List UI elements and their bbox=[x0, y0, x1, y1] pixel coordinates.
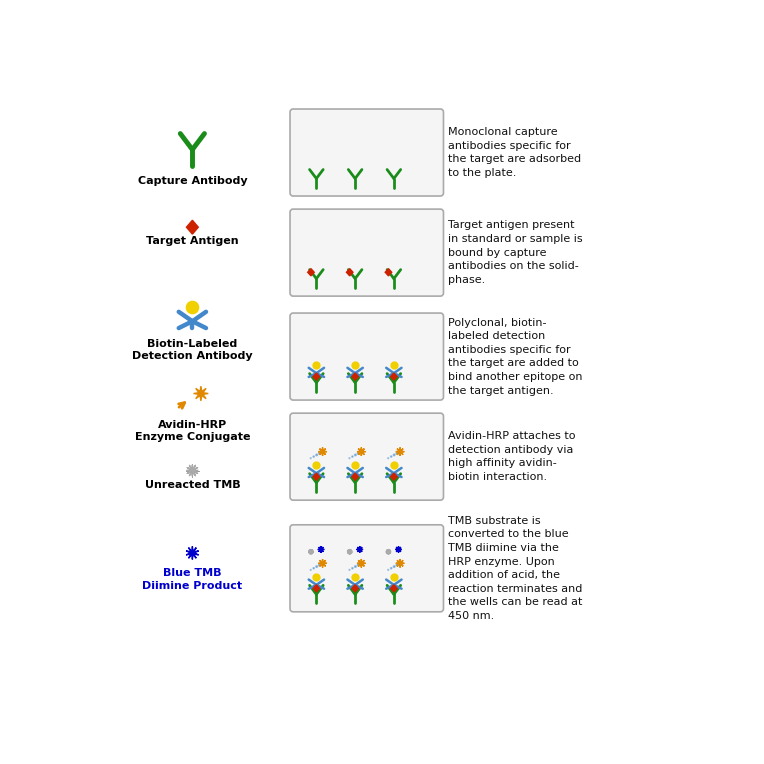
Text: Avidin-HRP attaches to
detection antibody via
high affinity avidin-
biotin inter: Avidin-HRP attaches to detection antibod… bbox=[448, 431, 575, 482]
Polygon shape bbox=[319, 448, 327, 456]
Text: Unreacted TMB: Unreacted TMB bbox=[144, 480, 240, 490]
Polygon shape bbox=[357, 559, 366, 568]
Text: Monoclonal capture
antibodies specific for
the target are adsorbed
to the plate.: Monoclonal capture antibodies specific f… bbox=[448, 127, 581, 178]
Text: TMB substrate is
converted to the blue
TMB diimine via the
HRP enzyme. Upon
addi: TMB substrate is converted to the blue T… bbox=[448, 516, 582, 621]
Circle shape bbox=[313, 456, 314, 457]
Circle shape bbox=[390, 456, 392, 457]
Polygon shape bbox=[386, 549, 391, 555]
Polygon shape bbox=[357, 448, 366, 456]
FancyBboxPatch shape bbox=[290, 413, 443, 500]
Polygon shape bbox=[313, 584, 319, 592]
Text: Blue TMB
Diimine Product: Blue TMB Diimine Product bbox=[142, 568, 242, 591]
Text: Capture Antibody: Capture Antibody bbox=[138, 176, 248, 186]
Circle shape bbox=[316, 454, 317, 455]
Circle shape bbox=[393, 454, 395, 455]
Text: Biotin-Labeled
Detection Antibody: Biotin-Labeled Detection Antibody bbox=[132, 339, 253, 361]
Polygon shape bbox=[390, 473, 397, 481]
Circle shape bbox=[358, 564, 359, 566]
Polygon shape bbox=[390, 373, 397, 380]
Polygon shape bbox=[313, 373, 319, 380]
FancyBboxPatch shape bbox=[290, 209, 443, 296]
Polygon shape bbox=[318, 546, 325, 552]
Polygon shape bbox=[313, 473, 319, 481]
Circle shape bbox=[310, 569, 311, 570]
Text: Avidin-HRP
Enzyme Conjugate: Avidin-HRP Enzyme Conjugate bbox=[134, 419, 250, 442]
Circle shape bbox=[354, 454, 356, 455]
Polygon shape bbox=[352, 373, 358, 380]
Circle shape bbox=[358, 452, 359, 455]
Polygon shape bbox=[396, 448, 404, 456]
Polygon shape bbox=[346, 269, 353, 276]
Circle shape bbox=[316, 566, 317, 568]
Text: Target antigen present
in standard or sample is
bound by capture
antibodies on t: Target antigen present in standard or sa… bbox=[448, 220, 583, 285]
Polygon shape bbox=[186, 465, 198, 476]
FancyBboxPatch shape bbox=[290, 525, 443, 612]
Polygon shape bbox=[193, 387, 209, 401]
Polygon shape bbox=[347, 549, 352, 555]
Polygon shape bbox=[352, 473, 358, 481]
Polygon shape bbox=[395, 546, 402, 552]
Circle shape bbox=[352, 568, 353, 569]
Polygon shape bbox=[186, 220, 199, 234]
Circle shape bbox=[388, 569, 389, 570]
Circle shape bbox=[393, 566, 395, 568]
Circle shape bbox=[319, 452, 321, 455]
Polygon shape bbox=[396, 559, 404, 568]
Polygon shape bbox=[309, 549, 313, 555]
Polygon shape bbox=[308, 269, 314, 276]
Circle shape bbox=[390, 568, 392, 569]
FancyBboxPatch shape bbox=[290, 313, 443, 400]
Text: Target Antigen: Target Antigen bbox=[146, 236, 238, 247]
Polygon shape bbox=[390, 584, 397, 592]
Polygon shape bbox=[357, 546, 363, 552]
Circle shape bbox=[349, 569, 350, 570]
Text: Polyclonal, biotin-
labeled detection
antibodies specific for
the target are add: Polyclonal, biotin- labeled detection an… bbox=[448, 318, 583, 396]
Polygon shape bbox=[319, 559, 327, 568]
Polygon shape bbox=[385, 269, 392, 276]
Circle shape bbox=[396, 452, 398, 455]
Circle shape bbox=[396, 564, 398, 566]
Circle shape bbox=[313, 568, 314, 569]
Polygon shape bbox=[186, 546, 199, 559]
FancyBboxPatch shape bbox=[290, 109, 443, 196]
Circle shape bbox=[354, 566, 356, 568]
Circle shape bbox=[352, 456, 353, 457]
Polygon shape bbox=[352, 584, 358, 592]
Circle shape bbox=[319, 564, 321, 566]
